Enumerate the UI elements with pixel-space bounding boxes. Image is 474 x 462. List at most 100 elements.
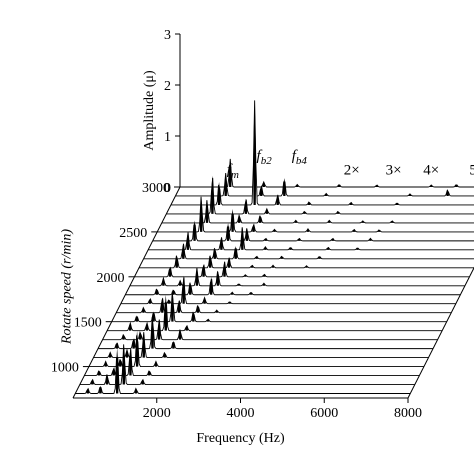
trace	[84, 347, 420, 376]
z-tick-label: 0	[164, 181, 171, 196]
trace-peak	[226, 223, 230, 241]
trace-peak	[249, 292, 253, 295]
trace-peak	[375, 184, 379, 187]
trace-peak	[155, 288, 159, 295]
annotation-label: fb4	[292, 148, 308, 167]
trace-peak	[230, 292, 234, 295]
trace-peak	[446, 189, 450, 196]
trace-peak	[188, 281, 192, 295]
trace	[129, 267, 465, 287]
x-tick-label: 4000	[227, 406, 255, 421]
trace-peak	[408, 193, 412, 196]
z-axis-label: Amplitude (μ)	[142, 70, 157, 151]
trace	[161, 199, 474, 224]
trace-line	[107, 302, 443, 332]
trace-line	[88, 335, 424, 368]
trace-peak	[122, 343, 126, 385]
trace-peak	[105, 374, 109, 385]
trace-peak	[395, 202, 399, 205]
trace-peak	[209, 276, 213, 295]
trace-peak	[135, 315, 139, 322]
z-tick-label: 3	[164, 28, 171, 43]
trace-peak	[231, 208, 234, 232]
trace-peak	[227, 257, 231, 268]
trace-peak	[297, 238, 301, 241]
trace-peak	[331, 238, 335, 241]
trace-peak	[205, 199, 209, 223]
trace-peak	[429, 184, 433, 187]
z-tick-label: 1	[164, 130, 171, 145]
trace-peak	[324, 193, 328, 196]
trace-peak	[112, 367, 116, 376]
trace-peak	[306, 228, 310, 232]
trace-line	[134, 261, 470, 278]
trace-line	[157, 196, 474, 233]
z-tick-label: 2	[164, 79, 171, 94]
trace-line	[75, 357, 411, 394]
trace-peak	[108, 352, 112, 358]
trace-peak	[326, 247, 330, 250]
trace-line	[152, 224, 474, 242]
trace-peak	[262, 181, 266, 187]
trace-peak	[193, 220, 196, 241]
trace-peak	[224, 173, 228, 196]
axis-frame	[72, 33, 474, 403]
trace-peak	[202, 264, 205, 277]
trace-line	[148, 227, 474, 251]
trace-peak	[244, 198, 248, 214]
trace-peak	[361, 220, 365, 223]
trace-peak	[178, 280, 182, 286]
trace-line	[161, 200, 474, 224]
trace	[98, 315, 434, 350]
trace-peak	[134, 388, 138, 394]
trace-peak	[356, 247, 359, 250]
trace	[175, 172, 474, 197]
trace-peak	[178, 329, 182, 340]
trace-peak	[377, 229, 381, 232]
trace	[166, 175, 474, 215]
trace-line	[84, 349, 420, 376]
trace-peak	[132, 338, 136, 349]
trace-peak	[157, 319, 161, 340]
trace-peak	[327, 220, 331, 223]
trace	[152, 220, 474, 242]
trace-peak	[390, 220, 394, 223]
y-tick-label: 1000	[51, 361, 79, 376]
trace-peak	[276, 194, 280, 205]
trace-peak	[250, 265, 254, 268]
trace-peak	[223, 261, 226, 277]
trace-peak	[206, 319, 210, 322]
trace	[148, 226, 474, 251]
trace-peak	[454, 184, 458, 187]
trace	[139, 255, 474, 269]
x-tick-label: 2000	[143, 406, 171, 421]
trace-peak	[152, 311, 155, 322]
trace-peak	[175, 255, 179, 268]
trace	[120, 275, 456, 305]
trace-peak	[196, 305, 200, 313]
x-axis-label: Frequency (Hz)	[196, 431, 285, 446]
y-axis-right-line	[407, 266, 474, 399]
annotation-label: fm	[227, 162, 239, 181]
trace-peak	[217, 182, 221, 205]
x-tick-label: 8000	[394, 406, 422, 421]
trace-peak	[125, 349, 129, 358]
trace-peak	[264, 238, 268, 241]
annotation-label: 3×	[386, 162, 402, 178]
trace-peak	[129, 347, 132, 376]
y-axis-label: Rotate speed (r/min)	[60, 229, 75, 345]
trace-peak	[171, 291, 174, 322]
trace-line	[125, 279, 461, 296]
trace-peak	[154, 361, 158, 367]
trace	[79, 343, 415, 385]
trace-peak	[273, 229, 276, 232]
trace-peak	[160, 297, 164, 313]
trace-peak	[244, 274, 247, 277]
trace-peak	[115, 347, 119, 394]
trace-peak	[138, 331, 142, 340]
trace-peak	[237, 215, 241, 223]
trace	[143, 243, 474, 260]
trace-peak	[220, 237, 223, 250]
trace-peak	[318, 256, 321, 259]
